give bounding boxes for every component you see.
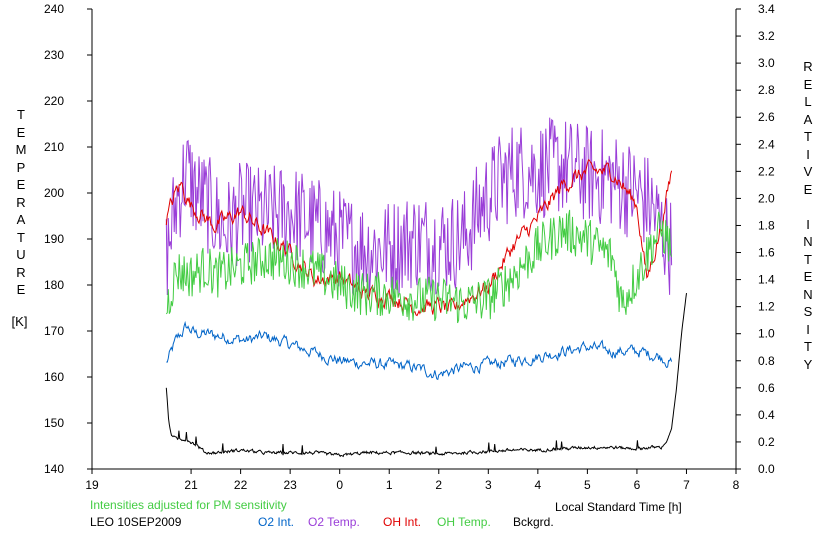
y-left-axis-unit: [K] [11,313,28,329]
y-right-tick-label: 3.2 [758,29,775,43]
x-tick-label: 8 [733,478,740,492]
x-tick-label: 4 [535,478,542,492]
axis-label-letter: T [17,107,25,122]
x-tick-label: 21 [184,478,198,492]
x-tick-label: 6 [634,478,641,492]
series-oh-temp [165,209,673,324]
x-tick-label: 22 [234,478,248,492]
y-right-tick-label: 0.2 [758,435,775,449]
y-right-tick-label: 1.6 [758,246,775,260]
y-left-tick-label: 220 [44,94,64,108]
axis-label-letter: N [803,286,813,302]
y-right-tick-label: 2.6 [758,110,775,124]
axis-label-letter: E [16,177,26,192]
y-right-tick-label: 2.4 [758,137,775,151]
axis-label-letter: P [16,159,26,175]
axis-label-letter: T [804,339,812,354]
axis-label-letter: L [804,94,812,109]
axis-label-letter: I [806,321,810,337]
axis-label-letter: T [804,251,812,267]
series-o2-temp [165,117,673,297]
y-right-tick-label: 1.0 [758,327,775,341]
x-tick-label: 5 [584,478,591,492]
y-right-tick-label: 1.8 [758,218,775,232]
axis-label-letter: E [803,269,813,284]
legend-oh-int: OH Int. [383,515,422,529]
legend-bckgrd: Bckgrd. [513,515,554,529]
y-right-tick-label: 0.8 [758,354,775,368]
series-o2-int [166,320,673,381]
legend-o2-int: O2 Int. [258,515,295,529]
y-right-tick-label: 2.2 [758,164,775,178]
legend-o2-temp: O2 Temp. [308,515,360,529]
axis-label-letter: E [16,124,26,140]
x-axis-label: Local Standard Time [h] [555,500,682,514]
axis-label-letter: V [803,164,813,179]
axis-label-letter: E [803,76,813,92]
y-left-tick-label: 190 [44,232,64,246]
y-right-tick-label: 3.4 [758,2,775,16]
x-tick-label: 0 [336,478,343,492]
axis-label-letter: Y [803,356,813,372]
axis-label-letter: N [803,234,813,249]
axis-label-letter [800,198,816,216]
note-text: Intensities adjusted for PM sensitivity [90,498,287,512]
series-bckgrd [165,293,687,458]
x-tick-label: 19 [85,478,99,492]
y-left-tick-label: 230 [44,48,64,62]
axis-label-letter: I [806,146,810,162]
axis-label-letter: E [16,282,26,297]
y-left-tick-label: 240 [44,2,64,16]
y-left-tick-label: 160 [44,370,64,384]
y-left-tick-label: 170 [44,324,64,338]
y-left-tick-label: 140 [44,462,64,476]
series-line [165,293,687,458]
axis-label-letter: R [16,264,26,280]
series-oh-int [165,159,673,317]
y-right-tick-label: 0.6 [758,381,775,395]
y-right-tick-label: 2.0 [758,191,775,205]
y-right-tick-label: 0.0 [758,462,775,476]
y-left-tick-label: 210 [44,140,64,154]
y-right-tick-label: 0.4 [758,408,775,422]
axis-label-letter: R [803,59,813,74]
y-right-tick-label: 3.0 [758,56,775,70]
station-date: LEO 10SEP2009 [90,515,182,529]
y-right-tick-label: 2.8 [758,83,775,97]
axis-label-letter: M [15,142,27,157]
y-right-tick-label: 1.4 [758,273,775,287]
x-tick-label: 7 [683,478,690,492]
series-line [165,159,673,317]
axis-label-letter: T [17,229,25,245]
y-left-tick-label: 180 [44,278,64,292]
series-line [165,209,673,324]
axis-label-letter: T [804,129,812,144]
y-right-tick-label: 1.2 [758,300,775,314]
series-line [165,117,673,297]
x-tick-label: 1 [386,478,393,492]
axis-label-letter: U [16,247,26,262]
y-left-tick-label: 200 [44,186,64,200]
legend-oh-temp: OH Temp. [437,515,491,529]
axis-label-letter: I [806,216,810,232]
series-line [166,320,673,381]
axis-label-letter: E [803,181,813,197]
x-tick-label: 23 [283,478,297,492]
y-left-tick-label: 150 [44,416,64,430]
x-tick-label: 2 [435,478,442,492]
x-tick-label: 3 [485,478,492,492]
axis-label-letter: A [16,212,26,227]
axis-label-letter: A [803,111,813,127]
axis-label-letter: S [803,304,813,319]
axis-label-letter: R [16,194,26,210]
